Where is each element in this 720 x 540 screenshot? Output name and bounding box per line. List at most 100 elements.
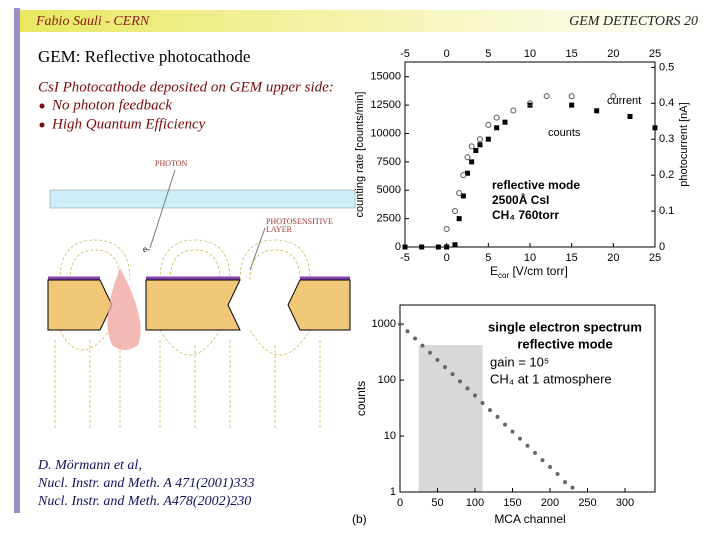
- point: [540, 458, 545, 463]
- x-tick-label: 150: [503, 497, 521, 509]
- point: [468, 143, 475, 150]
- bullet: [39, 122, 45, 128]
- x-tick-label-top: 5: [485, 48, 491, 60]
- point: [502, 119, 508, 125]
- field-lines: [54, 239, 321, 430]
- x-tick-label: 25: [649, 252, 661, 264]
- point: [473, 393, 477, 398]
- x-tick-label-top: -5: [400, 48, 410, 60]
- point: [435, 357, 440, 362]
- point: [420, 343, 425, 348]
- layer-label: PHOTOSENSITIVE: [266, 217, 333, 226]
- layer-label: LAYER: [266, 225, 293, 234]
- reference: D. Mörmann et al,: [37, 458, 142, 473]
- point: [493, 114, 500, 121]
- side-bar: [14, 8, 20, 513]
- y-axis-label: counting rate [counts/min]: [354, 92, 366, 218]
- x-tick-label: 300: [616, 497, 634, 509]
- photon-label: PHOTON: [155, 159, 188, 168]
- point: [405, 329, 410, 334]
- point: [527, 102, 533, 108]
- point: [465, 170, 470, 176]
- point: [456, 190, 463, 197]
- x-tick-label: 10: [524, 252, 536, 264]
- panel-label: (b): [352, 512, 367, 526]
- y2-axis-label: photocurrent [nA]: [678, 102, 690, 186]
- y-tick-label: 15000: [370, 71, 401, 83]
- point: [458, 379, 462, 384]
- point: [473, 148, 479, 154]
- intro: CsI Photocathode deposited on GEM upper …: [38, 79, 334, 95]
- point: [510, 429, 515, 434]
- gem-diagram: PHOTON PHOTOSENSITIVE LAYER e-: [47, 159, 356, 430]
- point: [465, 386, 470, 391]
- x-tick-label: 100: [466, 497, 484, 509]
- photon-line: [149, 169, 176, 249]
- point: [570, 485, 575, 490]
- y-tick-label: 10: [384, 430, 396, 442]
- y-tick-label: 7500: [377, 156, 401, 168]
- x-tick-label-top: 10: [524, 48, 536, 60]
- point: [477, 136, 483, 143]
- bullet-text: No photon feedback: [51, 97, 172, 113]
- x-tick-label: 5: [485, 252, 491, 264]
- y-tick-label: 5000: [377, 184, 401, 196]
- annotation: 2500Å CsI: [492, 192, 549, 207]
- point: [477, 142, 483, 148]
- point: [452, 208, 458, 215]
- y-axis-label: counts: [354, 381, 368, 416]
- x-axis-label: Ecor [V/cm torr]: [490, 264, 568, 280]
- y2-tick-label: 0: [659, 241, 665, 253]
- point: [419, 244, 425, 250]
- legend-label: current: [607, 95, 641, 107]
- x-axis-label-part: [V/cm torr]: [509, 264, 568, 278]
- point: [469, 159, 475, 165]
- y2-tick-label: 0.1: [659, 205, 674, 217]
- point: [518, 436, 522, 441]
- reference: Nucl. Instr. and Meth. A478(2002)230: [37, 494, 251, 509]
- point: [555, 471, 560, 476]
- bullet-text: High Quantum Efficiency: [51, 116, 206, 132]
- point: [485, 121, 492, 128]
- annotation: gain = 10⁵: [490, 354, 549, 369]
- point: [610, 93, 617, 100]
- point: [533, 450, 537, 455]
- point: [543, 93, 550, 100]
- point: [503, 422, 507, 427]
- window: [49, 189, 356, 209]
- point: [568, 93, 575, 100]
- point: [527, 100, 533, 107]
- header-title: GEM DETECTORS 20: [569, 14, 698, 29]
- x-tick-label: 0: [397, 497, 403, 509]
- point: [443, 226, 450, 233]
- x-axis-label-part: cor: [498, 271, 509, 280]
- shaded-region: [418, 345, 483, 492]
- author: Fabio Sauli - CERN: [35, 14, 150, 29]
- y-tick-label: 2500: [377, 213, 401, 225]
- y-tick-label: 100: [378, 374, 396, 386]
- x-tick-label-top: 0: [444, 48, 450, 60]
- chart-title: reflective mode: [517, 336, 612, 351]
- x-tick-label: -5: [400, 252, 410, 264]
- point: [569, 102, 575, 108]
- point: [460, 193, 466, 199]
- chart-title: single electron spectrum: [488, 319, 642, 334]
- x-tick-label: 0: [444, 252, 450, 264]
- point: [548, 464, 552, 469]
- point: [444, 244, 450, 250]
- point: [480, 400, 485, 405]
- point: [460, 172, 467, 179]
- point: [594, 108, 600, 114]
- point: [485, 136, 491, 142]
- y-tick-label: 1000: [372, 318, 396, 330]
- x-axis-label-part: E: [490, 264, 498, 278]
- x-axis-label: MCA channel: [494, 512, 565, 526]
- point: [488, 408, 492, 413]
- x-tick-label: 250: [578, 497, 596, 509]
- point: [402, 244, 408, 250]
- y2-tick-label: 0.5: [659, 61, 674, 73]
- annotation: reflective mode: [492, 178, 580, 192]
- x-tick-label: 20: [607, 252, 619, 264]
- point: [413, 336, 417, 341]
